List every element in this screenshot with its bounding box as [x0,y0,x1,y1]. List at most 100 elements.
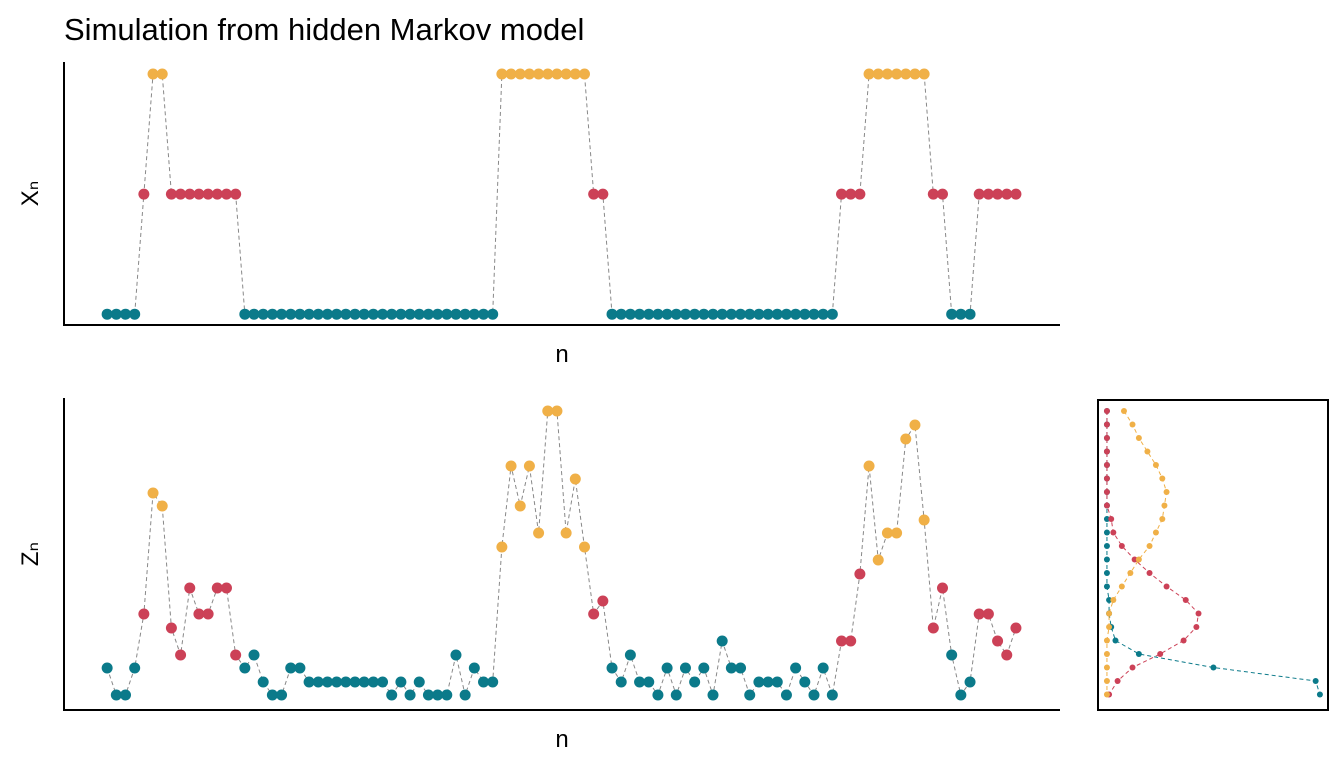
point [615,676,627,688]
point [175,188,187,200]
point [110,308,122,320]
point [918,68,930,80]
point [349,308,361,320]
point [367,308,379,320]
point [964,308,976,320]
point [533,527,545,539]
point [578,541,590,553]
point [358,308,370,320]
point [845,188,857,200]
point [679,662,691,674]
point [560,68,572,80]
point [120,689,132,701]
point [239,308,251,320]
point [964,676,976,688]
point [404,308,416,320]
point [349,676,361,688]
point [248,308,260,320]
density-point [1112,637,1119,644]
density-point [1129,421,1136,428]
point [312,676,324,688]
point [790,308,802,320]
point [881,68,893,80]
point [156,500,168,512]
point [285,662,297,674]
density-point [1106,624,1113,630]
point [193,608,205,620]
point [927,622,939,634]
point [487,308,499,320]
point [542,405,554,417]
point [285,308,297,320]
density-point [1131,556,1138,563]
point [854,188,866,200]
point [689,676,701,688]
point [147,487,159,499]
density-point [1146,570,1153,576]
point [973,608,985,620]
point [955,689,967,701]
point [239,662,251,674]
point [147,68,159,80]
point [661,662,673,674]
point [101,662,113,674]
point [120,308,132,320]
point [744,308,756,320]
y-axis-label: Zₙ [17,542,44,566]
point [900,433,912,445]
point [762,676,774,688]
density-point [1103,475,1110,482]
density-point [1135,435,1142,441]
point [817,662,829,674]
point [533,68,545,80]
density-point [1159,516,1166,522]
point [496,541,508,553]
point [707,689,719,701]
density-point [1195,610,1202,617]
density-point [1103,570,1110,576]
density-point [1110,529,1117,536]
point [946,649,958,661]
point [927,188,939,200]
point [101,308,113,320]
point [138,188,150,200]
point [936,188,948,200]
point [909,68,921,80]
density-point [1135,556,1142,563]
point [367,676,379,688]
x-axis-label: n [555,726,568,753]
point [634,308,646,320]
density-point [1103,516,1110,522]
density-point [1120,408,1127,414]
point [156,68,168,80]
point [505,460,517,472]
point [643,308,655,320]
point [624,308,636,320]
point [266,689,278,701]
density-point [1103,408,1110,414]
point [276,308,288,320]
connector-line [107,73,1016,315]
point [450,649,462,661]
density-point [1144,448,1151,455]
point [432,689,444,701]
density-point [1103,691,1110,698]
point [468,662,480,674]
density-point [1103,583,1110,590]
point [303,676,315,688]
density-point [1161,502,1168,509]
point [459,689,471,701]
point [496,68,508,80]
point [321,308,333,320]
point [624,649,636,661]
point [670,308,682,320]
density-point [1103,502,1110,509]
point [808,689,820,701]
point [248,649,260,661]
point [266,308,278,320]
density-point [1146,543,1153,549]
point [918,514,930,526]
point [652,308,664,320]
density-point [1103,435,1110,441]
point [551,405,563,417]
